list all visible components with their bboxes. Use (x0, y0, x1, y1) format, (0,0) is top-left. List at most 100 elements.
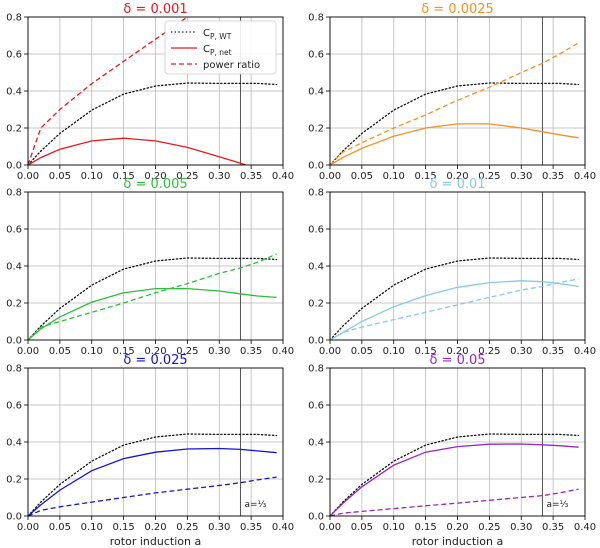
x-tick-label: 0.35 (240, 346, 262, 357)
x-tick-label: 0.40 (574, 522, 596, 533)
series-cp-net (28, 287, 277, 340)
legend-label: CP, WT (203, 28, 232, 41)
panel-4: 0.0 0.2 0.4 0.6 0.8 0.00 0.05 0.10 0.15 0.20 0.25 0… (308, 177, 596, 357)
panel-6: 0.0 0.2 0.4 0.6 0.8 0.00 0.05 0.10 0.15 0.20 0.25 0… (308, 353, 596, 548)
panel-title: δ = 0.0025 (421, 2, 494, 17)
x-tick-label: 0.15 (112, 346, 134, 357)
x-tick-label: 0.05 (351, 346, 373, 357)
series-cp-net (330, 443, 579, 516)
panel-5: 0.0 0.2 0.4 0.6 0.8 0.00 0.05 0.10 0.15 0.20 0.25 0… (6, 353, 294, 548)
x-tick-label: 0.30 (510, 171, 532, 182)
legend-label: CP, net (203, 44, 232, 57)
y-tick-label: 0.0 (308, 336, 324, 347)
series-cp-wt (330, 257, 580, 340)
series-group (330, 433, 580, 516)
series-cp-wt (330, 433, 580, 516)
y-tick-label: 0.4 (6, 87, 22, 98)
y-tick-label: 0.0 (6, 336, 22, 347)
legend-label: power ratio (203, 60, 260, 71)
x-tick-label: 0.25 (176, 171, 198, 182)
x-tick-label: 0.00 (319, 171, 341, 182)
a-third-annotation: a=⅓ (244, 500, 266, 510)
x-tick-label: 0.20 (144, 171, 166, 182)
x-tick-label: 0.20 (144, 346, 166, 357)
x-tick-label: 0.40 (272, 171, 294, 182)
series-group (28, 17, 278, 165)
y-tick-label: 0.6 (308, 401, 324, 412)
series-group (330, 257, 580, 340)
y-tick-label: 0.4 (6, 262, 22, 273)
y-tick-label: 0.6 (6, 50, 22, 61)
x-tick-label: 0.15 (112, 171, 134, 182)
y-tick-label: 0.0 (308, 161, 324, 172)
series-cp-wt (330, 82, 580, 165)
x-tick-label: 0.20 (446, 346, 468, 357)
series-group (330, 42, 580, 165)
panel-title: δ = 0.001 (123, 2, 187, 17)
x-tick-label: 0.35 (542, 171, 564, 182)
x-tick-label: 0.00 (319, 522, 341, 533)
x-tick-label: 0.35 (240, 171, 262, 182)
x-tick-label: 0.25 (176, 346, 198, 357)
panel-1: 0.0 0.2 0.4 0.6 0.8 0.00 0.05 0.10 0.15 0.20 0.25 0… (6, 2, 294, 182)
x-tick-label: 0.00 (319, 346, 341, 357)
x-tick-label: 0.15 (112, 522, 134, 533)
panel-title: δ = 0.01 (429, 177, 485, 192)
series-power-ratio (330, 42, 579, 165)
y-tick-label: 0.2 (6, 475, 22, 486)
x-tick-label: 0.20 (446, 522, 468, 533)
series-cp-wt (28, 433, 278, 516)
legend: CP, WT CP, net power ratio (164, 20, 277, 75)
series-cp-net (330, 280, 579, 340)
series-cp-net (330, 123, 579, 165)
series-group (28, 433, 278, 516)
series-power-ratio (28, 476, 277, 516)
x-tick-label: 0.40 (574, 171, 596, 182)
x-tick-label: 0.10 (383, 346, 405, 357)
x-tick-label: 0.40 (272, 346, 294, 357)
series-cp-wt (28, 82, 278, 165)
y-tick-label: 0.0 (6, 512, 22, 523)
y-tick-label: 0.4 (308, 87, 324, 98)
y-tick-label: 0.8 (6, 188, 22, 199)
x-tick-label: 0.15 (414, 522, 436, 533)
x-tick-label: 0.10 (81, 346, 103, 357)
panel-title: δ = 0.025 (123, 353, 187, 368)
x-tick-label: 0.10 (383, 171, 405, 182)
panel-2: 0.0 0.2 0.4 0.6 0.8 0.00 0.05 0.10 0.15 0.20 0.25 0… (308, 2, 596, 182)
x-tick-label: 0.25 (176, 522, 198, 533)
y-tick-label: 0.2 (308, 299, 324, 310)
series-power-ratio (330, 488, 579, 516)
x-tick-label: 0.30 (208, 346, 230, 357)
x-tick-label: 0.10 (81, 171, 103, 182)
y-tick-label: 0.6 (308, 225, 324, 236)
x-tick-label: 0.25 (478, 522, 500, 533)
series-cp-net (28, 447, 277, 516)
x-tick-label: 0.25 (478, 171, 500, 182)
x-tick-label: 0.40 (272, 522, 294, 533)
y-tick-label: 0.8 (308, 188, 324, 199)
x-tick-label: 0.35 (542, 346, 564, 357)
y-tick-label: 0.8 (6, 13, 22, 24)
x-tick-label: 0.10 (383, 522, 405, 533)
x-tick-label: 0.00 (17, 522, 39, 533)
y-tick-label: 0.0 (6, 161, 22, 172)
x-tick-label: 0.05 (351, 522, 373, 533)
x-tick-label: 0.05 (49, 346, 71, 357)
x-tick-label: 0.40 (574, 346, 596, 357)
x-tick-label: 0.30 (208, 171, 230, 182)
x-tick-label: 0.30 (510, 346, 532, 357)
y-tick-label: 0.2 (308, 475, 324, 486)
x-tick-label: 0.20 (144, 522, 166, 533)
y-tick-label: 0.4 (308, 262, 324, 273)
x-tick-label: 0.15 (414, 346, 436, 357)
x-tick-label: 0.05 (49, 522, 71, 533)
x-tick-label: 0.05 (49, 171, 71, 182)
panel-title: δ = 0.005 (123, 177, 187, 192)
x-tick-label: 0.20 (446, 171, 468, 182)
series-group (28, 253, 278, 340)
y-tick-label: 0.4 (6, 438, 22, 449)
x-tick-label: 0.30 (208, 522, 230, 533)
y-tick-label: 0.8 (6, 364, 22, 375)
